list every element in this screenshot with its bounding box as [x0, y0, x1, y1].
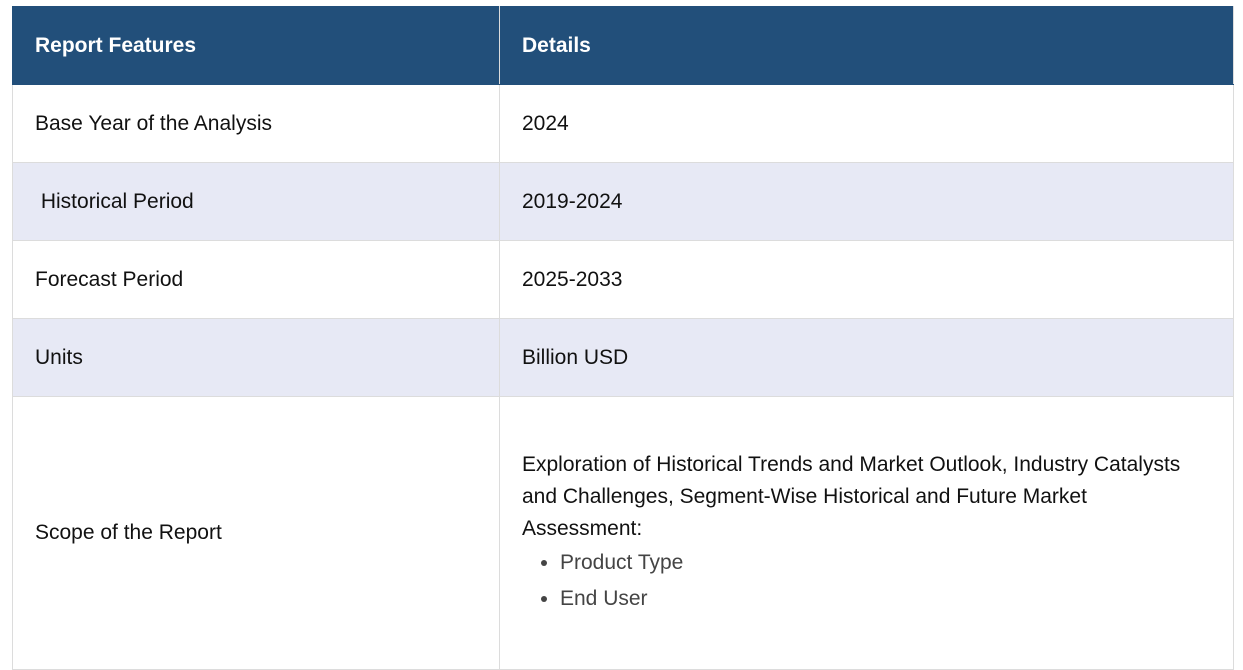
- feature-cell: Scope of the Report: [12, 396, 500, 670]
- detail-cell: 2019-2024: [499, 162, 1234, 241]
- row: Base Year of the Analysis 2024: [12, 84, 1234, 163]
- scope-item: End User: [560, 581, 1211, 617]
- header-cell: Details: [499, 6, 1234, 85]
- scope-text: Exploration of Historical Trends and Mar…: [522, 453, 1181, 540]
- detail-cell: Exploration of Historical Trends and Mar…: [499, 396, 1234, 670]
- header-cell: Report Features: [12, 6, 500, 85]
- row: Scope of the Report Exploration of Histo…: [12, 396, 1234, 670]
- row: Forecast Period 2025-2033: [12, 240, 1234, 319]
- feature-cell: Forecast Period: [12, 240, 500, 319]
- feature-cell: Historical Period: [12, 162, 500, 241]
- detail-cell: 2025-2033: [499, 240, 1234, 319]
- row: Historical Period 2019-2024: [12, 162, 1234, 241]
- page: Report Features Details Base Year of the…: [0, 0, 1243, 589]
- scope-list: Product Type End User: [522, 545, 1211, 617]
- detail-cell: 2024: [499, 84, 1234, 163]
- detail-cell: Billion USD: [499, 318, 1234, 397]
- report-table: Report Features Details Base Year of the…: [12, 6, 1234, 670]
- header-row: Report Features Details: [12, 6, 1234, 85]
- row: Units Billion USD: [12, 318, 1234, 397]
- feature-cell: Units: [12, 318, 500, 397]
- scope-item: Product Type: [560, 545, 1211, 581]
- feature-cell: Base Year of the Analysis: [12, 84, 500, 163]
